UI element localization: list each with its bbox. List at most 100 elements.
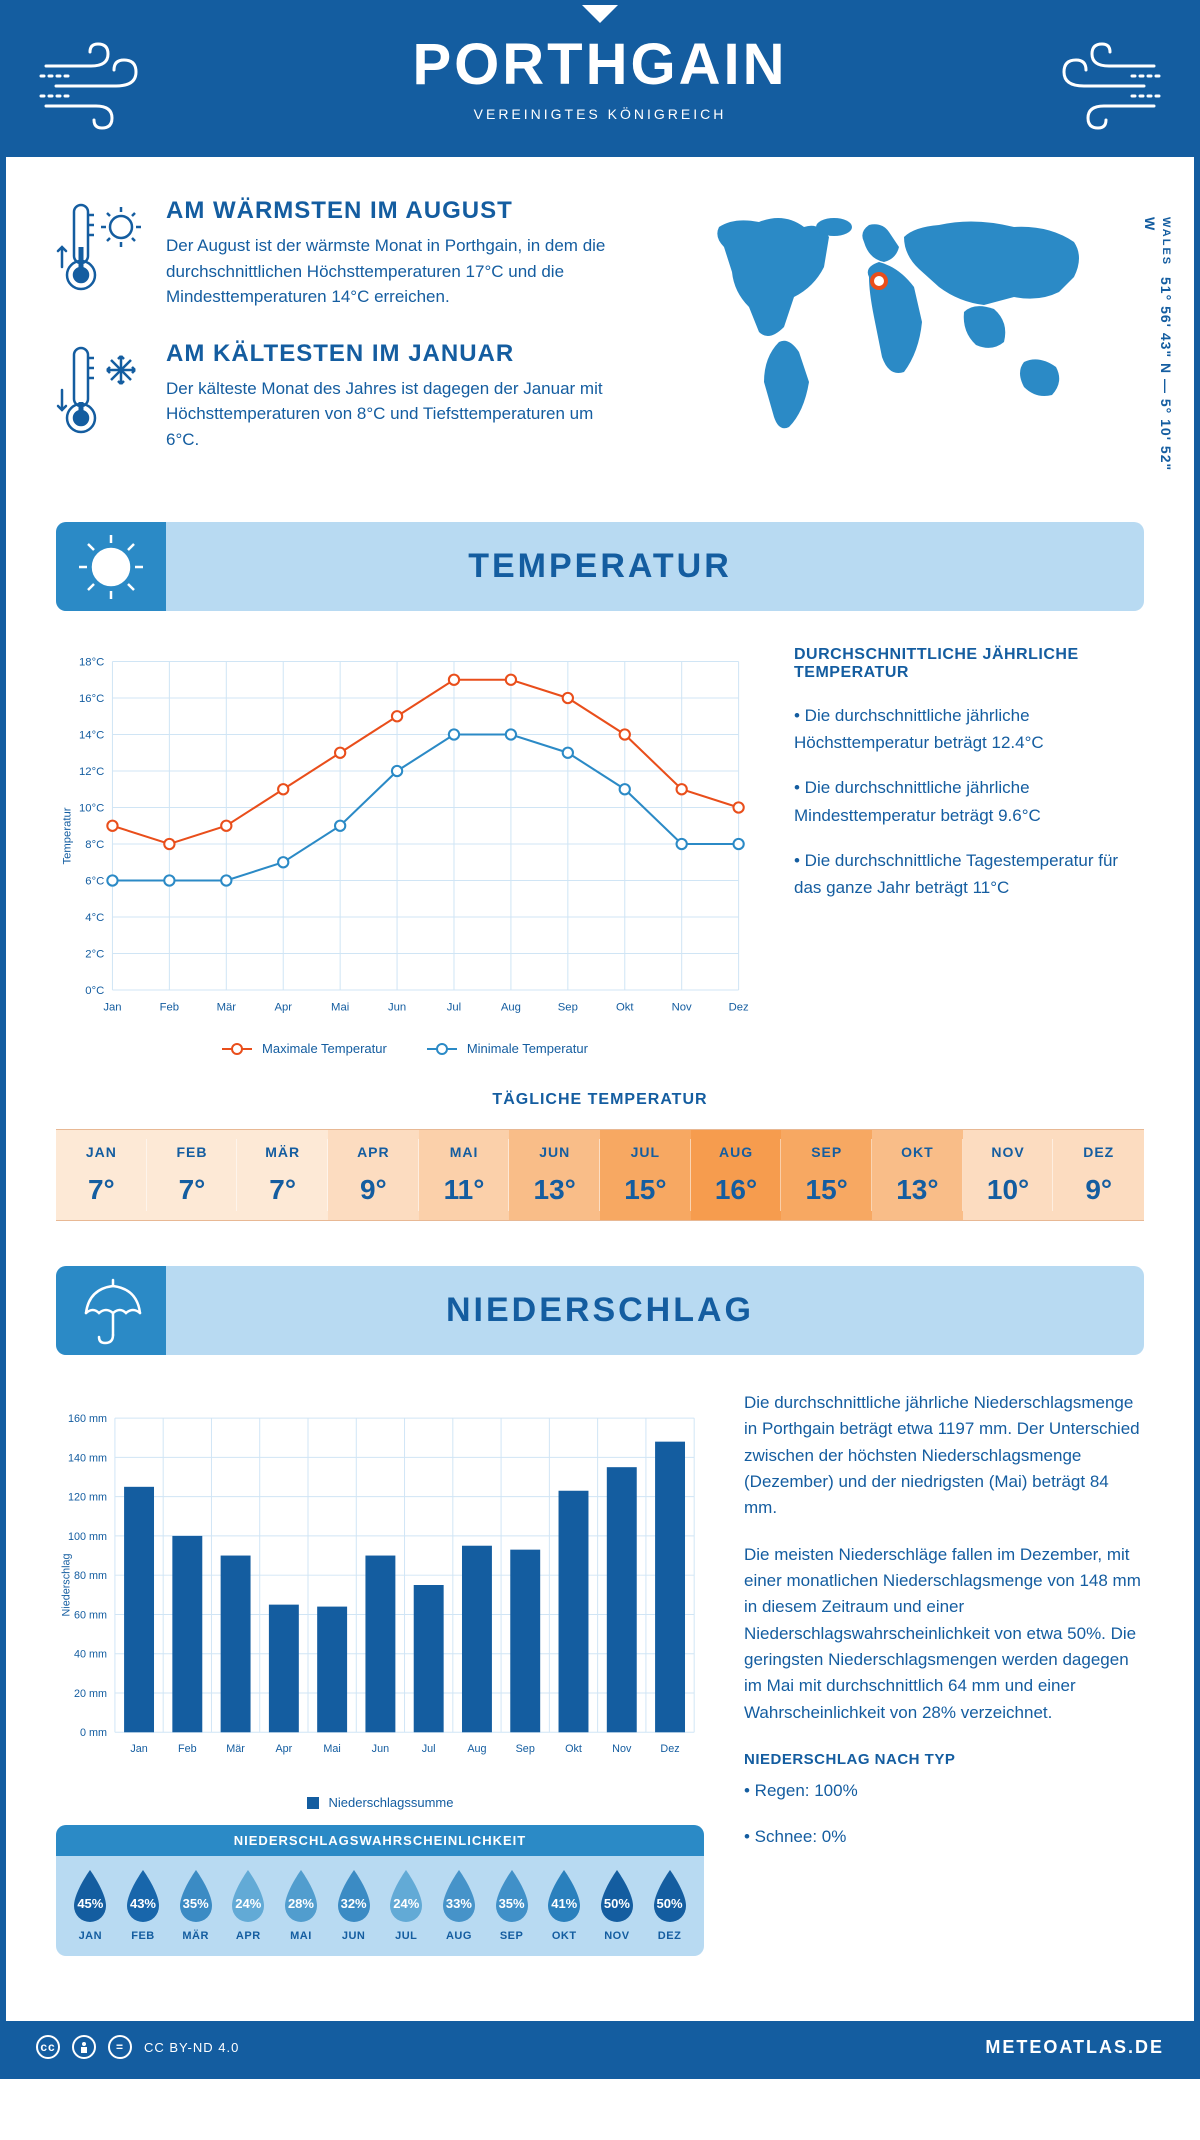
precip-prob-drop: 35%MÄR bbox=[171, 1868, 221, 1942]
svg-text:Feb: Feb bbox=[178, 1743, 197, 1755]
precip-prob-drop: 50%NOV bbox=[592, 1868, 642, 1942]
precip-prob-drop: 35%SEP bbox=[487, 1868, 537, 1942]
svg-text:Jul: Jul bbox=[422, 1743, 436, 1755]
precip-prob-drop: 32%JUN bbox=[329, 1868, 379, 1942]
svg-text:Jun: Jun bbox=[388, 1002, 406, 1014]
svg-text:Sep: Sep bbox=[558, 1002, 578, 1014]
world-map: WALES 51° 56' 43" N — 5° 10' 52" W bbox=[664, 197, 1144, 482]
header: PORTHGAIN VEREINIGTES KÖNIGREICH bbox=[6, 6, 1194, 157]
wind-icon bbox=[1024, 36, 1164, 136]
svg-text:Okt: Okt bbox=[565, 1743, 582, 1755]
daily-temp-title: TÄGLICHE TEMPERATUR bbox=[56, 1091, 1144, 1109]
footer: cc = CC BY-ND 4.0 METEOATLAS.DE bbox=[6, 2021, 1194, 2073]
svg-text:140 mm: 140 mm bbox=[68, 1452, 107, 1464]
svg-text:Temperatur: Temperatur bbox=[61, 807, 73, 864]
svg-text:12°C: 12°C bbox=[79, 766, 104, 778]
precip-prob-drop: 28%MAI bbox=[276, 1868, 326, 1942]
svg-text:120 mm: 120 mm bbox=[68, 1492, 107, 1504]
svg-text:Feb: Feb bbox=[160, 1002, 179, 1014]
svg-text:Okt: Okt bbox=[616, 1002, 634, 1014]
legend-min: Minimale Temperatur bbox=[427, 1041, 588, 1056]
temperature-banner: TEMPERATUR bbox=[56, 522, 1144, 611]
coldest-block: AM KÄLTESTEN IM JANUAR Der kälteste Mona… bbox=[56, 340, 624, 453]
location-marker-icon bbox=[870, 272, 888, 290]
page-subtitle: VEREINIGTES KÖNIGREICH bbox=[413, 106, 788, 122]
svg-text:Sep: Sep bbox=[516, 1743, 535, 1755]
precip-prob-title: NIEDERSCHLAGSWAHRSCHEINLICHKEIT bbox=[56, 1825, 704, 1856]
section-title: NIEDERSCHLAG bbox=[56, 1291, 1144, 1330]
svg-text:8°C: 8°C bbox=[85, 839, 104, 851]
svg-text:Aug: Aug bbox=[501, 1002, 521, 1014]
svg-text:10°C: 10°C bbox=[79, 803, 104, 815]
svg-text:Jan: Jan bbox=[130, 1743, 147, 1755]
svg-text:0 mm: 0 mm bbox=[80, 1727, 107, 1739]
svg-text:Dez: Dez bbox=[660, 1743, 679, 1755]
svg-text:4°C: 4°C bbox=[85, 912, 104, 924]
svg-text:20 mm: 20 mm bbox=[74, 1688, 107, 1700]
svg-text:160 mm: 160 mm bbox=[68, 1413, 107, 1425]
cold-title: AM KÄLTESTEN IM JANUAR bbox=[166, 340, 624, 368]
temp-summary-bullet: • Die durchschnittliche jährliche Mindes… bbox=[794, 774, 1144, 828]
svg-text:Mai: Mai bbox=[331, 1002, 349, 1014]
svg-text:Apr: Apr bbox=[274, 1002, 292, 1014]
svg-text:Mai: Mai bbox=[323, 1743, 340, 1755]
umbrella-icon bbox=[56, 1266, 166, 1355]
precip-type-title: NIEDERSCHLAG NACH TYP bbox=[744, 1751, 1144, 1768]
svg-text:14°C: 14°C bbox=[79, 730, 104, 742]
daily-temp-cell: MAI11° bbox=[419, 1130, 510, 1220]
svg-text:40 mm: 40 mm bbox=[74, 1649, 107, 1661]
legend-max: Maximale Temperatur bbox=[222, 1041, 387, 1056]
svg-text:100 mm: 100 mm bbox=[68, 1531, 107, 1543]
precip-prob-drop: 41%OKT bbox=[539, 1868, 589, 1942]
thermometer-sun-icon bbox=[56, 197, 146, 297]
site-name: METEOATLAS.DE bbox=[985, 2037, 1164, 2058]
temperature-line-chart: 0°C2°C4°C6°C8°C10°C12°C14°C16°C18°CJanFe… bbox=[56, 646, 754, 1056]
svg-text:Mär: Mär bbox=[226, 1743, 245, 1755]
daily-temp-cell: OKT13° bbox=[872, 1130, 963, 1220]
section-title: TEMPERATUR bbox=[56, 547, 1144, 586]
svg-text:Jun: Jun bbox=[372, 1743, 389, 1755]
warmest-block: AM WÄRMSTEN IM AUGUST Der August ist der… bbox=[56, 197, 624, 310]
temp-summary-bullet: • Die durchschnittliche jährliche Höchst… bbox=[794, 702, 1144, 756]
precipitation-probability-panel: NIEDERSCHLAGSWAHRSCHEINLICHKEIT 45%JAN43… bbox=[56, 1825, 704, 1956]
daily-temp-cell: AUG16° bbox=[691, 1130, 782, 1220]
svg-text:Jul: Jul bbox=[447, 1002, 461, 1014]
svg-text:Mär: Mär bbox=[217, 1002, 237, 1014]
precip-prob-drop: 45%JAN bbox=[65, 1868, 115, 1942]
daily-temp-cell: NOV10° bbox=[963, 1130, 1054, 1220]
precip-type-snow: • Schnee: 0% bbox=[744, 1824, 1144, 1850]
precip-paragraph: Die meisten Niederschläge fallen im Deze… bbox=[744, 1542, 1144, 1726]
svg-text:80 mm: 80 mm bbox=[74, 1570, 107, 1582]
legend-precip: Niederschlagssumme bbox=[307, 1795, 454, 1810]
precip-prob-drop: 50%DEZ bbox=[645, 1868, 695, 1942]
svg-text:Dez: Dez bbox=[729, 1002, 749, 1014]
cold-text: Der kälteste Monat des Jahres ist dagege… bbox=[166, 376, 624, 453]
svg-text:Jan: Jan bbox=[103, 1002, 121, 1014]
svg-text:6°C: 6°C bbox=[85, 876, 104, 888]
license-text: CC BY-ND 4.0 bbox=[144, 2040, 239, 2055]
daily-temp-cell: SEP15° bbox=[781, 1130, 872, 1220]
svg-text:18°C: 18°C bbox=[79, 657, 104, 669]
svg-text:60 mm: 60 mm bbox=[74, 1609, 107, 1621]
nd-icon: = bbox=[108, 2035, 132, 2059]
sun-icon bbox=[56, 522, 166, 611]
warm-text: Der August ist der wärmste Monat in Port… bbox=[166, 233, 624, 310]
location-region: WALES bbox=[1160, 217, 1172, 266]
precipitation-banner: NIEDERSCHLAG bbox=[56, 1266, 1144, 1355]
svg-text:2°C: 2°C bbox=[85, 949, 104, 961]
warm-title: AM WÄRMSTEN IM AUGUST bbox=[166, 197, 624, 225]
svg-text:Apr: Apr bbox=[275, 1743, 292, 1755]
svg-text:16°C: 16°C bbox=[79, 693, 104, 705]
daily-temp-cell: JAN7° bbox=[56, 1130, 147, 1220]
precip-type-rain: • Regen: 100% bbox=[744, 1778, 1144, 1804]
precip-prob-drop: 24%JUL bbox=[381, 1868, 431, 1942]
svg-text:Aug: Aug bbox=[467, 1743, 486, 1755]
daily-temperature-table: JAN7°FEB7°MÄR7°APR9°MAI11°JUN13°JUL15°AU… bbox=[56, 1129, 1144, 1221]
precip-prob-drop: 24%APR bbox=[223, 1868, 273, 1942]
daily-temp-cell: JUN13° bbox=[509, 1130, 600, 1220]
thermometer-snow-icon bbox=[56, 340, 146, 440]
cc-icon: cc bbox=[36, 2035, 60, 2059]
precip-prob-drop: 43%FEB bbox=[118, 1868, 168, 1942]
temp-summary-title: DURCHSCHNITTLICHE JÄHRLICHE TEMPERATUR bbox=[794, 646, 1144, 682]
daily-temp-cell: DEZ9° bbox=[1053, 1130, 1144, 1220]
